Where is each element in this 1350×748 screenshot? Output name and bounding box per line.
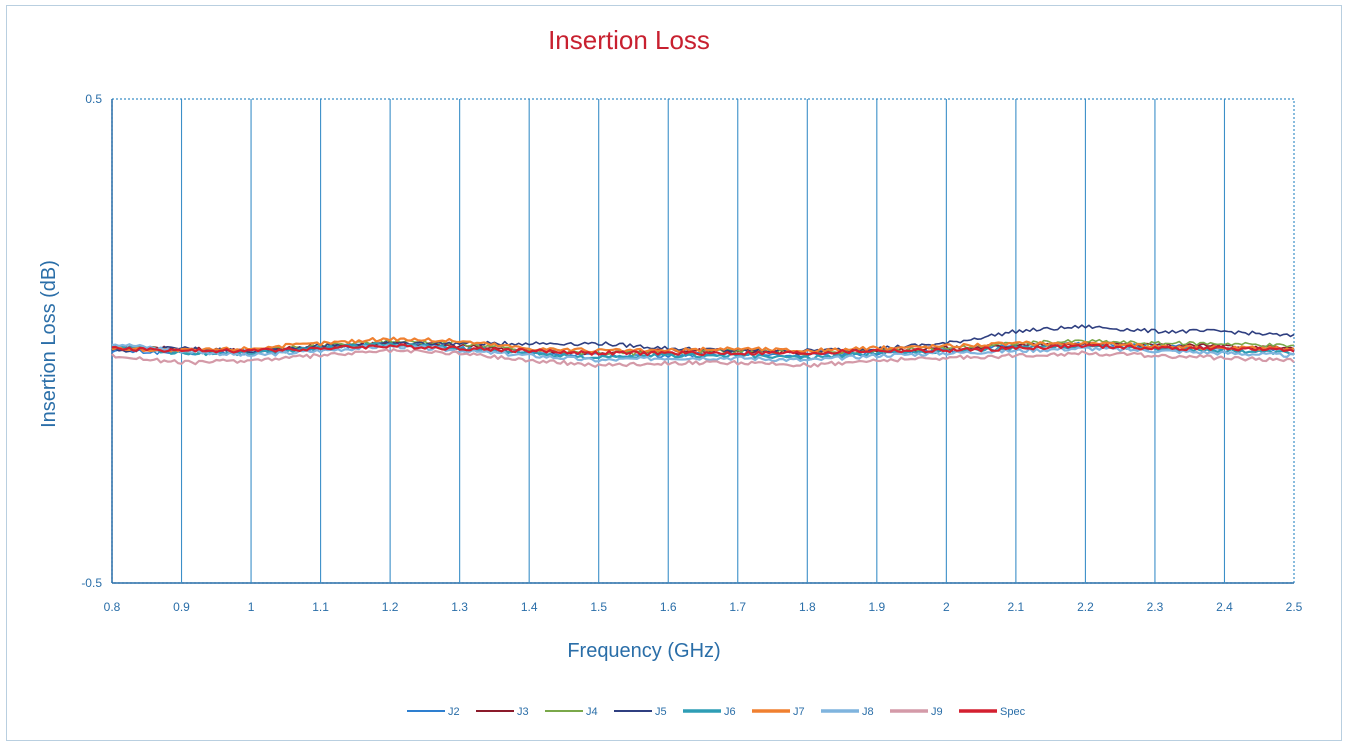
- legend-label-j2: J2: [448, 706, 460, 718]
- legend-label-j7: J7: [793, 706, 805, 718]
- x-tick-label: 1: [248, 600, 255, 614]
- legend-label-j8: J8: [862, 706, 874, 718]
- x-tick-labels: 0.8 0.9 1 1.1 1.2 1.3 1.4 1.5 1.6 1.7 1.8 1.9 2 2.1 2.…: [104, 600, 1303, 614]
- x-tick-label: 1.3: [451, 600, 468, 614]
- legend-label-j5: J5: [655, 706, 667, 718]
- plot-area-border: [111, 98, 1295, 584]
- y-axis-title: Insertion Loss (dB): [38, 260, 60, 428]
- x-tick-label: 1.5: [590, 600, 607, 614]
- grid-layer: [111, 98, 1295, 584]
- x-tick-label: 1.4: [521, 600, 538, 614]
- series-layer: [111, 324, 1295, 368]
- x-tick-label: 2: [943, 600, 950, 614]
- chart-frame: Insertion Loss 0.8 0.9 1 1.1 1.2 1.3 1.4 1.5 1.6…: [6, 5, 1342, 741]
- legend-label-j4: J4: [586, 706, 598, 718]
- y-tick-labels: 0.5 -0.5: [81, 92, 102, 590]
- x-tick-label: 1.9: [868, 600, 885, 614]
- x-tick-label: 0.9: [173, 600, 190, 614]
- x-tick-label: 2.3: [1147, 600, 1164, 614]
- y-tick-label: 0.5: [85, 92, 102, 106]
- legend-label-j6: J6: [724, 706, 736, 718]
- x-tick-label: 2.5: [1286, 600, 1303, 614]
- series-line-j8: [111, 343, 1295, 363]
- y-tick-label: -0.5: [81, 576, 102, 590]
- legend-label-j3: J3: [517, 706, 529, 718]
- x-tick-label: 1.1: [312, 600, 329, 614]
- x-tick-label: 1.6: [660, 600, 677, 614]
- chart-title: Insertion Loss: [548, 25, 710, 55]
- series-line-j7: [111, 336, 1295, 354]
- x-tick-label: 0.8: [104, 600, 121, 614]
- x-tick-label: 1.2: [382, 600, 399, 614]
- series-line-spec: [111, 343, 1295, 357]
- legend-label-spec: Spec: [1000, 706, 1026, 718]
- x-tick-label: 2.1: [1008, 600, 1025, 614]
- x-tick-label: 2.2: [1077, 600, 1094, 614]
- x-tick-label: 2.4: [1216, 600, 1233, 614]
- insertion-loss-chart: Insertion Loss 0.8 0.9 1 1.1 1.2 1.3 1.4 1.5 1.6…: [38, 25, 1303, 718]
- legend: J2 J3 J4 J5 J6 J7 J8 J9 Spec: [407, 706, 1026, 718]
- legend-label-j9: J9: [931, 706, 943, 718]
- x-tick-label: 1.8: [799, 600, 816, 614]
- x-axis-title: Frequency (GHz): [567, 640, 720, 662]
- series-line-j9: [111, 348, 1295, 368]
- x-tick-label: 1.7: [729, 600, 746, 614]
